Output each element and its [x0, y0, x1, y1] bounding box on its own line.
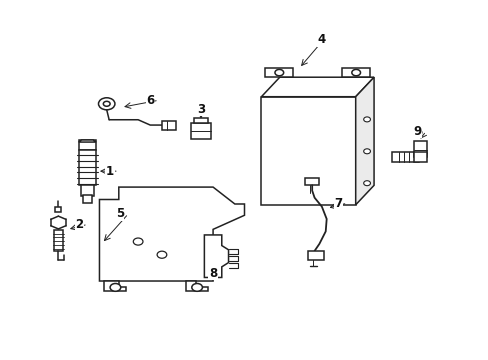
- Polygon shape: [104, 281, 126, 291]
- Text: 9: 9: [412, 125, 421, 138]
- Circle shape: [363, 181, 370, 186]
- Polygon shape: [186, 281, 208, 291]
- Text: 5: 5: [115, 207, 123, 220]
- Bar: [391, 152, 418, 162]
- Bar: [413, 152, 427, 162]
- Bar: [55, 207, 61, 212]
- Circle shape: [98, 98, 115, 110]
- Bar: [79, 150, 96, 185]
- Text: 8: 8: [208, 267, 217, 280]
- Bar: [191, 123, 210, 139]
- Polygon shape: [99, 187, 244, 281]
- Bar: [162, 121, 176, 130]
- Circle shape: [110, 283, 121, 291]
- Polygon shape: [204, 235, 228, 278]
- Text: 2: 2: [75, 218, 83, 231]
- Bar: [413, 141, 427, 157]
- Polygon shape: [355, 77, 373, 205]
- Bar: [265, 68, 293, 77]
- Circle shape: [157, 251, 166, 258]
- Bar: [81, 185, 94, 196]
- Bar: [261, 97, 355, 205]
- Text: 1: 1: [106, 165, 114, 177]
- Circle shape: [133, 238, 142, 245]
- Text: 3: 3: [197, 103, 204, 116]
- Bar: [79, 140, 96, 150]
- Circle shape: [274, 69, 283, 76]
- Bar: [83, 195, 92, 203]
- Circle shape: [191, 283, 202, 291]
- Text: 6: 6: [146, 94, 154, 107]
- Bar: [342, 68, 369, 77]
- Circle shape: [103, 101, 110, 106]
- Bar: [194, 118, 207, 123]
- Bar: [305, 177, 319, 185]
- Circle shape: [363, 149, 370, 154]
- Circle shape: [363, 117, 370, 122]
- Circle shape: [351, 69, 360, 76]
- Text: 4: 4: [317, 33, 325, 46]
- Polygon shape: [261, 77, 373, 97]
- Bar: [54, 230, 62, 251]
- Text: 7: 7: [334, 197, 342, 210]
- Bar: [308, 251, 323, 260]
- Polygon shape: [79, 140, 96, 142]
- Circle shape: [208, 269, 217, 275]
